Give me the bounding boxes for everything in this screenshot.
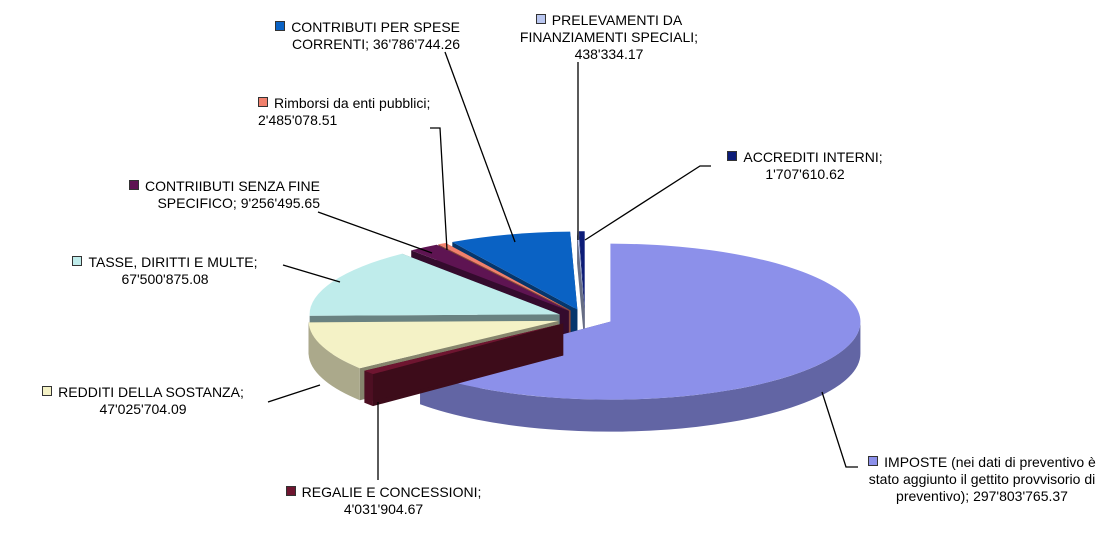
value-label: 47'025'704.09 bbox=[99, 401, 187, 417]
leader-line bbox=[444, 51, 516, 243]
slice bbox=[411, 244, 569, 311]
label-marker bbox=[258, 97, 268, 107]
slice bbox=[452, 231, 578, 310]
data-label: TASSE, DIRITTI E MULTE; 67'500'875.08 bbox=[44, 254, 286, 288]
category-label: TASSE, DIRITTI E MULTE; bbox=[88, 254, 258, 270]
leader-lines bbox=[267, 51, 858, 480]
data-label: REGALIE E CONCESSIONI; 4'031'904.67 bbox=[256, 484, 511, 518]
leader-line bbox=[317, 211, 433, 254]
leader-line bbox=[430, 127, 448, 251]
label-marker bbox=[275, 21, 286, 31]
value-label: 1'707'610.62 bbox=[765, 166, 845, 182]
label-marker bbox=[128, 180, 139, 190]
category-label: PRELEVAMENTI DA FINANZIAMENTI SPECIALI; bbox=[519, 12, 699, 45]
label-marker bbox=[42, 386, 53, 396]
slice bbox=[577, 231, 585, 310]
leader-line bbox=[282, 264, 341, 283]
category-label: ACCREDITI INTERNI; bbox=[743, 149, 883, 165]
label-marker bbox=[72, 256, 83, 266]
data-label: CONTRIBUTI PER SPESE CORRENTI; 36'786'74… bbox=[224, 19, 460, 53]
category-label: CONTRIIBUTI SENZA FINE SPECIFICO; bbox=[144, 178, 320, 211]
slice bbox=[309, 253, 560, 316]
label-marker bbox=[868, 456, 879, 466]
value-label: 438'334.17 bbox=[574, 46, 644, 62]
category-label: REDDITI DELLA SOSTANZA; bbox=[58, 384, 244, 400]
slice bbox=[364, 323, 564, 375]
category-label: IMPOSTE (nei dati di preventivo è stato … bbox=[868, 454, 1096, 504]
slice bbox=[438, 242, 571, 311]
data-label: CONTRIIBUTI SENZA FINE SPECIFICO; 9'256'… bbox=[80, 178, 320, 212]
value-label: 9'256'495.65 bbox=[240, 195, 320, 211]
data-label: PRELEVAMENTI DA FINANZIAMENTI SPECIALI; … bbox=[484, 12, 734, 63]
data-label: IMPOSTE (nei dati di preventivo è stato … bbox=[862, 454, 1102, 505]
data-label: ACCREDITI INTERNI; 1'707'610.62 bbox=[710, 149, 900, 183]
slice bbox=[308, 320, 559, 369]
value-label: 67'500'875.08 bbox=[121, 271, 209, 287]
slice bbox=[578, 231, 585, 310]
value-label: 297'803'765.37 bbox=[973, 488, 1068, 504]
category-label: CONTRIBUTI PER SPESE CORRENTI; bbox=[291, 19, 460, 52]
value-label: 2'485'078.51 bbox=[258, 112, 338, 128]
label-marker bbox=[727, 151, 738, 161]
value-label: 4'031'904.67 bbox=[343, 501, 424, 517]
slice-wall bbox=[308, 322, 360, 401]
leader-line bbox=[584, 165, 711, 241]
value-label: 36'786'744.26 bbox=[372, 36, 460, 52]
pie bbox=[308, 231, 861, 432]
data-label: Rimborsi da enti pubblici; 2'485'078.51 bbox=[258, 95, 483, 129]
leader-line bbox=[821, 391, 858, 468]
category-label: Rimborsi da enti pubblici; bbox=[274, 95, 431, 111]
data-label: REDDITI DELLA SOSTANZA; 47'025'704.09 bbox=[12, 384, 274, 418]
leader-line bbox=[267, 384, 321, 403]
slice-wall bbox=[364, 370, 373, 407]
category-label: REGALIE E CONCESSIONI; bbox=[301, 484, 482, 500]
label-marker bbox=[285, 486, 296, 496]
slice-wall bbox=[420, 321, 861, 432]
slice-side bbox=[364, 323, 564, 403]
label-marker bbox=[535, 14, 546, 24]
